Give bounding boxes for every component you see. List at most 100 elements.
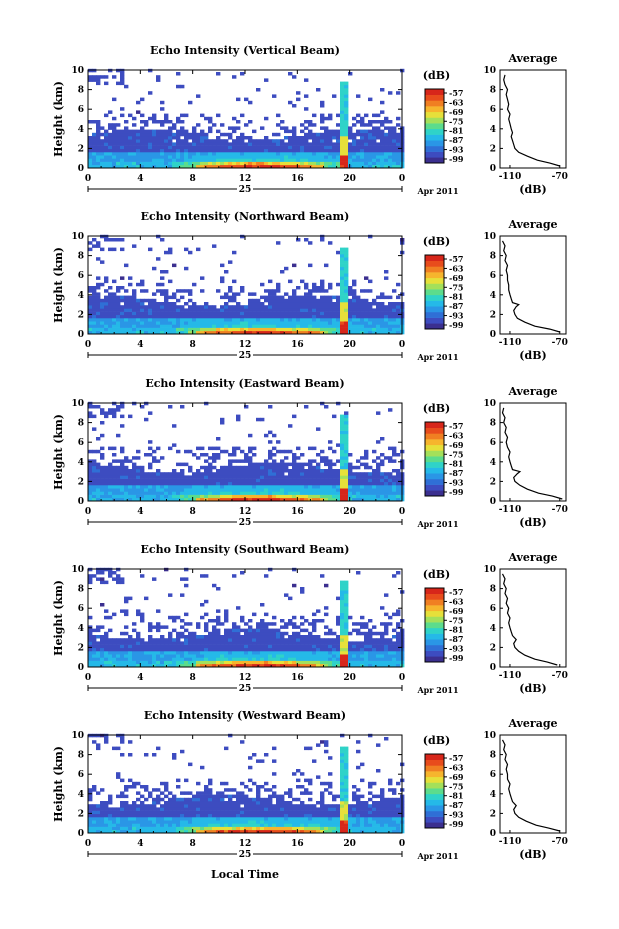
heatmap-cell (312, 481, 317, 486)
heatmap-cell (192, 139, 197, 143)
heatmap-cell (96, 829, 101, 834)
heatmap-cell (164, 657, 169, 661)
heatmap-cell (208, 660, 213, 665)
heatmap-cell (288, 100, 293, 105)
heatmap-cell (284, 631, 289, 636)
heatmap-cell (132, 475, 137, 479)
heatmap-cell (108, 330, 113, 335)
heatmap-cell (96, 136, 101, 140)
heatmap-cell (96, 465, 101, 470)
heatmap-cell (208, 161, 213, 166)
profile-frame (499, 235, 567, 335)
heatmap-cell (340, 478, 345, 483)
heatmap-cell (200, 318, 205, 322)
heatmap-cell (272, 485, 277, 489)
colorbar-segment (425, 311, 444, 318)
heatmap-cell (228, 465, 233, 470)
heatmap-cell (148, 641, 153, 645)
heatmap-cell (228, 453, 233, 457)
heatmap-cell (192, 644, 197, 649)
heatmap-cell (392, 660, 397, 665)
heatmap-cell (312, 302, 317, 306)
heatmap-cell (136, 475, 141, 479)
heatmap-cell (384, 270, 389, 274)
heatmap-cell (344, 298, 349, 303)
heatmap-cell (336, 459, 341, 463)
heatmap-cell (372, 321, 377, 325)
heatmap-cell (144, 120, 149, 124)
heatmap-cell (176, 494, 181, 499)
heatmap-cell (384, 657, 389, 661)
heatmap-cell (100, 478, 105, 483)
heatmap-cell (360, 132, 365, 137)
heatmap-cell (148, 497, 153, 502)
heatmap-cell (88, 644, 93, 649)
heatmap-cell (300, 491, 305, 495)
heatmap-cell (248, 161, 253, 166)
heatmap-cell (100, 314, 105, 319)
heatmap-cell (380, 654, 385, 658)
heatmap-cell (140, 139, 145, 143)
heatmap-cell (352, 123, 357, 127)
heatmap-cell (212, 488, 217, 492)
heatmap-cell (248, 158, 253, 162)
heatmap-cell (360, 123, 365, 127)
heatmap-cell (196, 161, 201, 166)
heatmap-cell (112, 820, 117, 824)
heatmap-cell (88, 488, 93, 492)
heatmap-cell (288, 302, 293, 306)
heatmap-cell (340, 311, 345, 316)
heatmap-cell (360, 120, 365, 124)
heatmap-cell (296, 481, 301, 486)
heatmap-cell (256, 302, 261, 306)
heatmap-cell (124, 485, 129, 489)
colorbar-frame (424, 421, 445, 497)
heatmap-cell (268, 462, 273, 467)
heatmap-cell (300, 478, 305, 483)
heatmap-cell (152, 459, 157, 463)
heatmap-cell (148, 298, 153, 303)
heatmap-cell (116, 772, 121, 776)
heatmap-cell (124, 158, 129, 162)
heatmap-cell (360, 139, 365, 143)
heatmap-cell (248, 446, 253, 451)
heatmap-cell (88, 580, 93, 585)
heatmap-cell (220, 651, 225, 655)
heatmap-cell (340, 88, 345, 92)
heatmap-cell (136, 318, 141, 322)
heatmap-cell (208, 126, 213, 130)
heatmap-cell (188, 318, 193, 322)
heatmap-cell (128, 155, 133, 159)
profile-x-label: (dB) (519, 682, 546, 695)
heatmap-cell (392, 321, 397, 325)
heatmap-cell (196, 638, 201, 642)
heatmap-cell (180, 305, 185, 309)
heatmap-cell (156, 164, 161, 169)
heatmap-cell (136, 657, 141, 661)
heatmap-cell (196, 446, 201, 451)
heatmap-cell (308, 446, 313, 451)
heatmap-cell (384, 330, 389, 335)
heatmap-cell (260, 497, 265, 502)
heatmap-cell (92, 462, 97, 467)
heatmap-cell (220, 279, 225, 284)
heatmap-cell (208, 644, 213, 649)
heatmap-cell (292, 641, 297, 645)
heatmap-cell (340, 321, 345, 325)
heatmap-cell (348, 318, 353, 322)
heatmap-cell (128, 129, 133, 134)
heatmap-cell (256, 475, 261, 479)
heatmap-cell (224, 485, 229, 489)
y-tick-label: 2 (78, 310, 84, 320)
heatmap-cell (288, 647, 293, 652)
heatmap-cell (344, 641, 349, 645)
heatmap-cell (328, 330, 333, 335)
heatmap-cell (252, 129, 257, 134)
heatmap-cell (136, 612, 141, 617)
heatmap-cell (292, 644, 297, 649)
heatmap-cell (360, 647, 365, 652)
heatmap-cell (112, 75, 117, 79)
heatmap-cell (232, 494, 237, 499)
heatmap-cell (284, 126, 289, 130)
heatmap-cell (388, 497, 393, 502)
